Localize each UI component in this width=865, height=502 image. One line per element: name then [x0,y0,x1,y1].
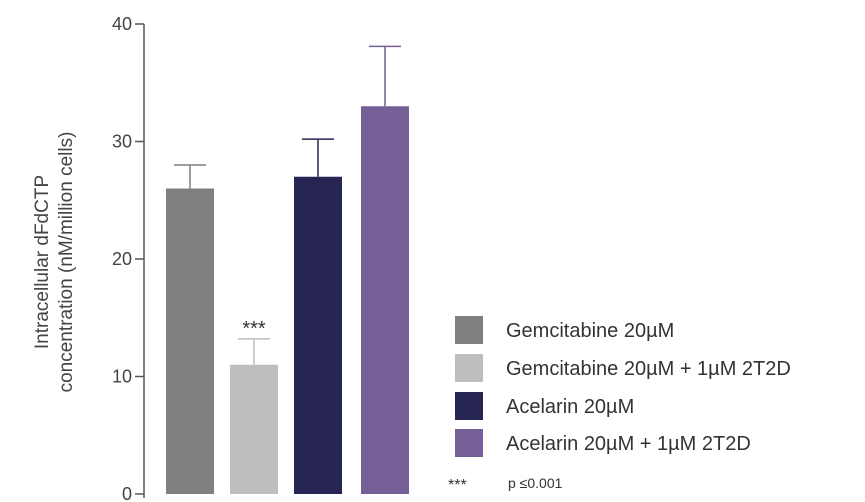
legend-swatch [455,392,483,420]
bars-group: *** [166,45,409,494]
bar [230,364,278,494]
y-axis-title-line2: concentration (nM/million cells) [56,132,77,393]
legend-label: Acelarin 20µM [506,396,634,418]
legend-label: Gemcitabine 20µM + 1µM 2T2D [506,358,791,380]
significance-label: *** [242,318,266,340]
legend-swatch [455,316,483,344]
legend-swatch [455,354,483,382]
legend-label: Gemcitabine 20µM [506,320,674,342]
bar [166,188,214,494]
bar [361,106,409,494]
y-axis-title-line1: Intracellular dFdCTP [32,175,53,349]
y-tick-label: 40 [112,14,132,34]
legend: Gemcitabine 20µM Gemcitabine 20µM + 1µM 2… [448,316,791,494]
bar [294,176,342,494]
y-tick-label: 20 [112,249,132,269]
y-tick-label: 0 [122,484,132,502]
legend-label: Acelarin 20µM + 1µM 2T2D [506,433,751,455]
legend-swatch [455,429,483,457]
y-tick-label: 30 [112,132,132,152]
legend-note-text: p ≤0.001 [508,475,563,491]
y-axis: 0 10 20 30 40 [112,14,145,502]
y-tick-label: 10 [112,367,132,387]
legend-note-symbol: *** [448,477,467,494]
